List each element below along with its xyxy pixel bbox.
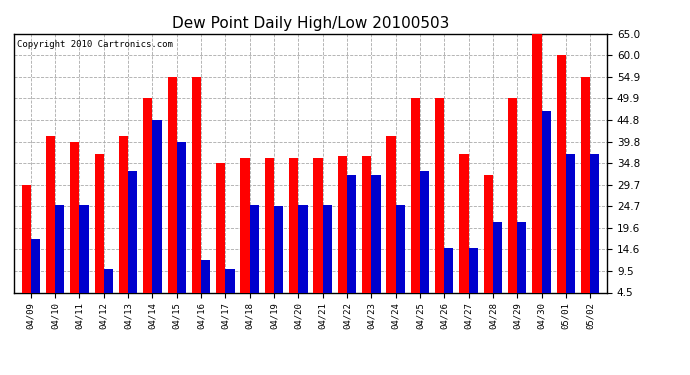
Bar — [469, 248, 477, 312]
Bar — [371, 175, 381, 312]
Bar — [518, 222, 526, 312]
Bar — [104, 269, 113, 312]
Bar — [444, 248, 453, 312]
Bar — [128, 171, 137, 312]
Bar — [386, 136, 395, 312]
Bar — [152, 120, 161, 312]
Bar — [216, 163, 226, 312]
Bar — [226, 269, 235, 312]
Bar — [337, 156, 347, 312]
Bar — [79, 205, 89, 312]
Bar — [168, 77, 177, 312]
Bar — [590, 153, 600, 312]
Bar — [420, 171, 429, 312]
Bar — [395, 205, 405, 312]
Bar — [289, 158, 298, 312]
Bar — [250, 205, 259, 312]
Text: Copyright 2010 Cartronics.com: Copyright 2010 Cartronics.com — [17, 40, 172, 49]
Bar — [55, 205, 64, 312]
Bar — [201, 260, 210, 312]
Bar — [411, 98, 420, 312]
Bar — [240, 158, 250, 312]
Bar — [508, 98, 518, 312]
Bar — [566, 153, 575, 312]
Bar — [192, 77, 201, 312]
Bar — [144, 98, 152, 312]
Bar — [362, 156, 371, 312]
Bar — [21, 185, 31, 312]
Bar — [460, 153, 469, 312]
Bar — [265, 158, 274, 312]
Bar — [313, 158, 323, 312]
Bar — [484, 175, 493, 312]
Bar — [177, 141, 186, 312]
Bar — [542, 111, 551, 312]
Bar — [557, 55, 566, 312]
Bar — [323, 205, 332, 312]
Bar — [70, 141, 79, 312]
Bar — [31, 239, 40, 312]
Bar — [532, 34, 542, 312]
Title: Dew Point Daily High/Low 20100503: Dew Point Daily High/Low 20100503 — [172, 16, 449, 31]
Bar — [493, 222, 502, 312]
Bar — [581, 76, 590, 312]
Bar — [347, 175, 356, 312]
Bar — [46, 136, 55, 312]
Bar — [274, 206, 284, 312]
Bar — [119, 136, 128, 312]
Bar — [435, 98, 444, 312]
Bar — [298, 205, 308, 312]
Bar — [95, 153, 103, 312]
